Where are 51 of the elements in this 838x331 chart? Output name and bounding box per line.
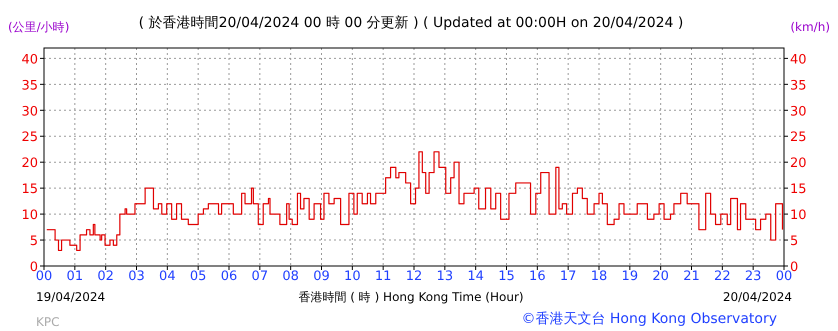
x-tick-label: 20 bbox=[652, 269, 669, 284]
x-tick-label: 05 bbox=[190, 269, 206, 284]
y2-tick-label: 20 bbox=[790, 156, 807, 172]
x-tick-label: 06 bbox=[220, 269, 238, 284]
x-tick-label: 02 bbox=[97, 269, 114, 284]
y-tick-label: 20 bbox=[21, 156, 38, 172]
y2-tick-label: 10 bbox=[790, 208, 807, 224]
x-tick-label: 21 bbox=[683, 269, 700, 284]
x-tick-label: 04 bbox=[159, 269, 176, 284]
y2-tick-label: 40 bbox=[790, 52, 807, 68]
y2-tick-label: 0 bbox=[790, 260, 798, 275]
y2-tick-label: 25 bbox=[790, 130, 807, 146]
x-tick-label: 18 bbox=[590, 269, 608, 284]
y2-tick-label: 35 bbox=[790, 78, 807, 94]
y2-axis-title: (km/h) bbox=[790, 20, 830, 34]
y-axis-title: (公里/小時) bbox=[8, 20, 70, 34]
y-tick-label: 35 bbox=[21, 78, 38, 94]
x-tick-label: 01 bbox=[66, 269, 84, 284]
x-tick-label: 14 bbox=[467, 269, 484, 284]
y-tick-label: 0 bbox=[30, 260, 38, 275]
x-tick-label: 03 bbox=[128, 269, 145, 284]
x-tick-label: 23 bbox=[744, 269, 762, 284]
x-tick-label: 07 bbox=[252, 269, 268, 284]
x-tick-label: 19 bbox=[622, 269, 638, 284]
x-tick-label: 00 bbox=[776, 269, 792, 284]
y-tick-label: 15 bbox=[21, 182, 38, 198]
y-tick-label: 5 bbox=[30, 234, 38, 250]
y-tick-label: 25 bbox=[21, 130, 38, 146]
x-axis-title: 香港時間 ( 時 ) Hong Kong Time (Hour) bbox=[298, 290, 524, 304]
x-tick-label: 15 bbox=[498, 269, 515, 284]
x-tick-label: 08 bbox=[282, 269, 299, 284]
x-tick-label: 00 bbox=[36, 269, 52, 284]
x-tick-label: 16 bbox=[529, 269, 546, 284]
x-tick-label: 12 bbox=[406, 269, 422, 284]
y-tick-label: 10 bbox=[21, 208, 38, 224]
text: KPC bbox=[36, 315, 60, 329]
x-tick-label: 09 bbox=[313, 269, 330, 284]
y2-tick-label: 5 bbox=[790, 234, 798, 250]
x-tick-label: 17 bbox=[560, 269, 576, 284]
y2-tick-label: 30 bbox=[790, 104, 807, 120]
chart-title: ( 於香港時間20/04/2024 00 時 00 分更新 ) ( Updated at 00:00H on 20/04/2024 ) bbox=[138, 15, 684, 31]
x-tick-label: 11 bbox=[374, 269, 392, 284]
y2-tick-label: 15 bbox=[790, 182, 807, 198]
text: ©香港天文台 Hong Kong Observatory bbox=[521, 311, 777, 327]
text: 19/04/2024 bbox=[36, 290, 106, 304]
x-tick-label: 10 bbox=[344, 269, 361, 284]
x-tick-label: 13 bbox=[436, 269, 454, 284]
y-tick-label: 40 bbox=[21, 52, 38, 68]
x-tick-label: 22 bbox=[714, 269, 731, 284]
text: 20/04/2024 bbox=[722, 290, 792, 304]
y-tick-label: 30 bbox=[21, 104, 38, 120]
